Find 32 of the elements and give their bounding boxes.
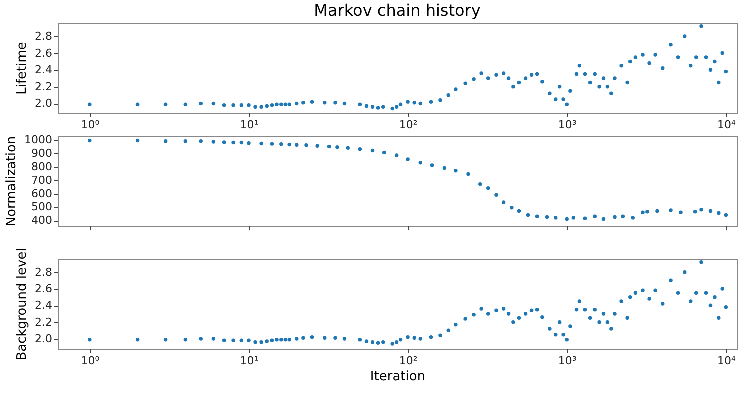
y-tick-label: 2.8 [35, 30, 52, 43]
y-tick-label: 900 [32, 146, 52, 160]
y-tick-label: 800 [32, 160, 52, 174]
x-tick-label: 10⁴ [717, 118, 736, 132]
y-tick-label: 400 [32, 214, 52, 228]
y-axis-title: Normalization [4, 136, 20, 227]
y-tick-label: 600 [32, 187, 52, 200]
y-tick-label: 2.0 [35, 97, 52, 110]
y-tick-label: 2.6 [35, 282, 52, 296]
x-tick-label: 10⁰ [81, 118, 100, 132]
x-tick-label: 10³ [558, 354, 577, 368]
y-tick-label: 2.2 [35, 80, 52, 94]
y-axis-title: Background level [15, 248, 30, 361]
chart-title: Markov chain history [314, 1, 481, 20]
x-tick-label: 10⁴ [717, 354, 736, 368]
y-tick-label: 500 [32, 200, 52, 214]
x-tick-label: 10² [399, 118, 418, 132]
y-tick-label: 2.2 [35, 316, 52, 329]
x-tick-label: 10³ [558, 118, 577, 132]
y-axis-title: Lifetime [15, 42, 30, 95]
y-tick-label: 2.4 [35, 64, 52, 77]
x-tick-label: 10⁰ [81, 354, 100, 368]
x-axis-title: Iteration [370, 370, 426, 384]
y-tick-label: 2.0 [35, 332, 52, 346]
y-tick-label: 700 [32, 174, 52, 187]
y-tick-label: 1000 [24, 134, 52, 147]
y-tick-label: 2.4 [35, 299, 52, 312]
x-tick-label: 10¹ [240, 118, 259, 132]
y-tick-label: 2.6 [35, 46, 52, 60]
x-tick-label: 10² [399, 354, 418, 368]
x-tick-label: 10¹ [240, 354, 259, 368]
y-tick-label: 2.8 [35, 266, 52, 279]
